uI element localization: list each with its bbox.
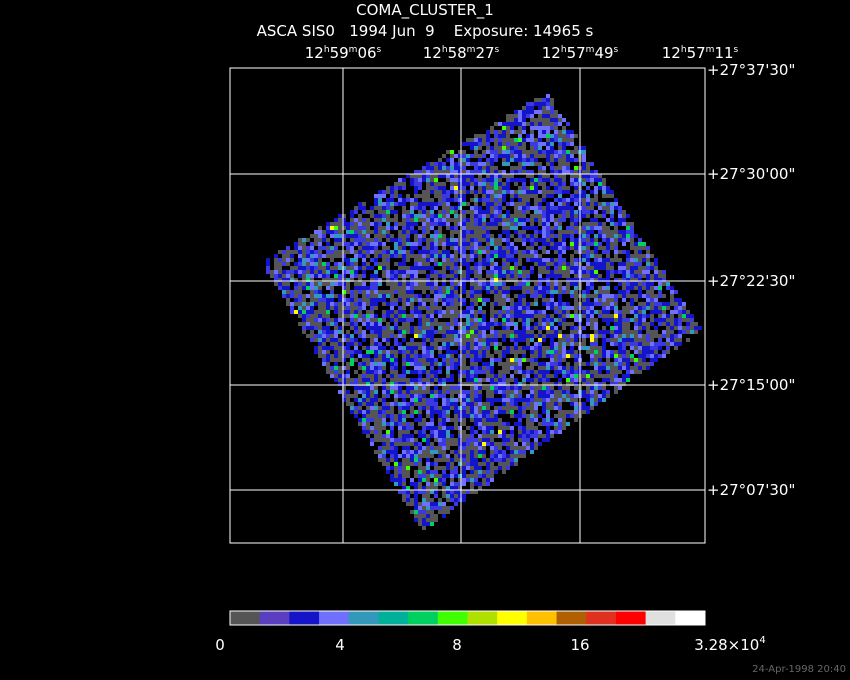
colorbar-segment	[319, 611, 350, 625]
colorbar-frame	[229, 610, 706, 626]
colorbar-max-exp: 4	[759, 635, 765, 646]
ra-label-part: 12	[542, 44, 561, 62]
ra-label-part: 58	[448, 44, 467, 62]
ra-label-part: 06	[357, 44, 376, 62]
colorbar-label: 16	[570, 636, 589, 654]
ra-label: 12h59m06s	[305, 44, 382, 62]
ra-label: 12h58m27s	[423, 44, 500, 62]
colorbar-segment	[437, 611, 468, 625]
ra-label-part: m	[586, 45, 595, 55]
dec-label: +27°15'00"	[707, 376, 795, 394]
ra-label-part: 49	[594, 44, 613, 62]
sky-image	[266, 94, 702, 530]
colorbar-max-label: 3.28×104	[694, 635, 765, 654]
ra-label-part: h	[561, 45, 567, 55]
colorbar-segment	[408, 611, 439, 625]
colorbar-label: 0	[215, 636, 225, 654]
colorbar-segment	[378, 611, 409, 625]
colorbar-label: 8	[452, 636, 462, 654]
ra-label-part: s	[614, 45, 619, 55]
ra-label-part: 57	[687, 44, 706, 62]
ra-label-part: s	[377, 45, 382, 55]
ra-label: 12h57m49s	[542, 44, 619, 62]
ra-label-part: s	[734, 45, 739, 55]
colorbar-max-base: 3.28×10	[694, 636, 759, 654]
colorbar-segment	[675, 611, 706, 625]
image-pixels	[274, 94, 686, 510]
ra-label: 12h57m11s	[662, 44, 739, 62]
colorbar-segment	[645, 611, 676, 625]
colorbar-segment	[467, 611, 498, 625]
ra-label-part: m	[706, 45, 715, 55]
coordinate-grid	[230, 68, 705, 543]
ra-label-part: m	[467, 45, 476, 55]
colorbar-segment	[259, 611, 290, 625]
ra-label-part: 12	[305, 44, 324, 62]
timestamp: 24-Apr-1998 20:40	[752, 664, 846, 675]
image-pixels	[266, 98, 702, 526]
colorbar-segment	[497, 611, 528, 625]
colorbar-segment	[586, 611, 617, 625]
ra-label-part: 12	[662, 44, 681, 62]
colorbar-segment	[230, 611, 261, 625]
colorbar-label: 4	[335, 636, 345, 654]
colorbar-segment	[526, 611, 558, 625]
dec-label: +27°07'30"	[707, 481, 795, 499]
ra-label-part: 27	[475, 44, 494, 62]
subtitle: ASCA SIS0 1994 Jun 9 Exposure: 14965 s	[257, 22, 594, 40]
ra-label-part: h	[324, 45, 330, 55]
ra-label-part: 11	[714, 44, 733, 62]
frame	[229, 67, 706, 544]
ra-label-part: h	[681, 45, 687, 55]
title: COMA_CLUSTER_1	[356, 1, 494, 20]
dec-label: +27°30'00"	[707, 165, 795, 183]
dec-label: +27°22'30"	[707, 272, 795, 290]
ra-label-part: h	[442, 45, 448, 55]
dec-label: +27°37'30"	[707, 61, 795, 79]
ra-label-part: 59	[330, 44, 349, 62]
ra-label-part: 57	[567, 44, 586, 62]
ra-label-part: m	[349, 45, 358, 55]
colorbar-segment	[556, 611, 587, 625]
colorbar-segment	[289, 611, 320, 625]
colorbar-segment	[348, 611, 379, 625]
ra-label-part: 12	[423, 44, 442, 62]
ra-label-part: s	[495, 45, 500, 55]
colorbar-segment	[615, 611, 647, 625]
